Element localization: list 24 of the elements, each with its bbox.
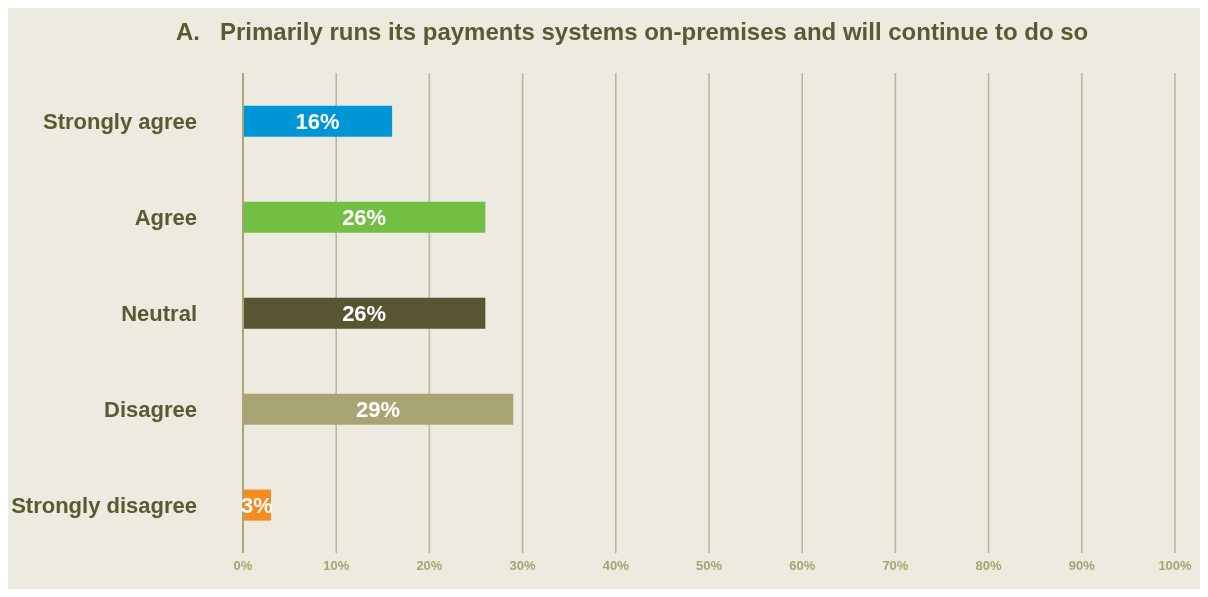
x-tick-label: 90% bbox=[1068, 558, 1096, 574]
data-label: 26% bbox=[342, 204, 387, 230]
x-tick-label: 60% bbox=[789, 558, 816, 574]
data-label: 29% bbox=[356, 396, 401, 422]
x-tick-label: 30% bbox=[509, 558, 537, 574]
chart-title: A. Primarily runs its payments systems on-premises and will continue to do so bbox=[175, 17, 1090, 47]
data-label: 26% bbox=[342, 300, 387, 326]
x-tick-label: 20% bbox=[416, 558, 443, 574]
y-tick-label: Disagree bbox=[104, 396, 197, 422]
x-tick-label: 50% bbox=[695, 558, 723, 574]
y-tick-label: Strongly agree bbox=[42, 108, 197, 134]
x-tick-label: 100% bbox=[1158, 558, 1193, 574]
y-tick-label: Neutral bbox=[121, 300, 197, 326]
data-label: 16% bbox=[295, 108, 340, 134]
bar bbox=[243, 201, 486, 233]
y-tick-label: Agree bbox=[134, 204, 197, 230]
bar bbox=[243, 297, 486, 329]
x-tick-label: 0% bbox=[233, 558, 253, 574]
x-tick-label: 10% bbox=[323, 558, 350, 574]
x-tick-label: 40% bbox=[602, 558, 630, 574]
x-tick-label: 70% bbox=[882, 558, 909, 574]
x-tick-label: 80% bbox=[975, 558, 1003, 574]
bar bbox=[243, 105, 393, 137]
y-tick-label: Strongly disagree bbox=[11, 492, 197, 518]
